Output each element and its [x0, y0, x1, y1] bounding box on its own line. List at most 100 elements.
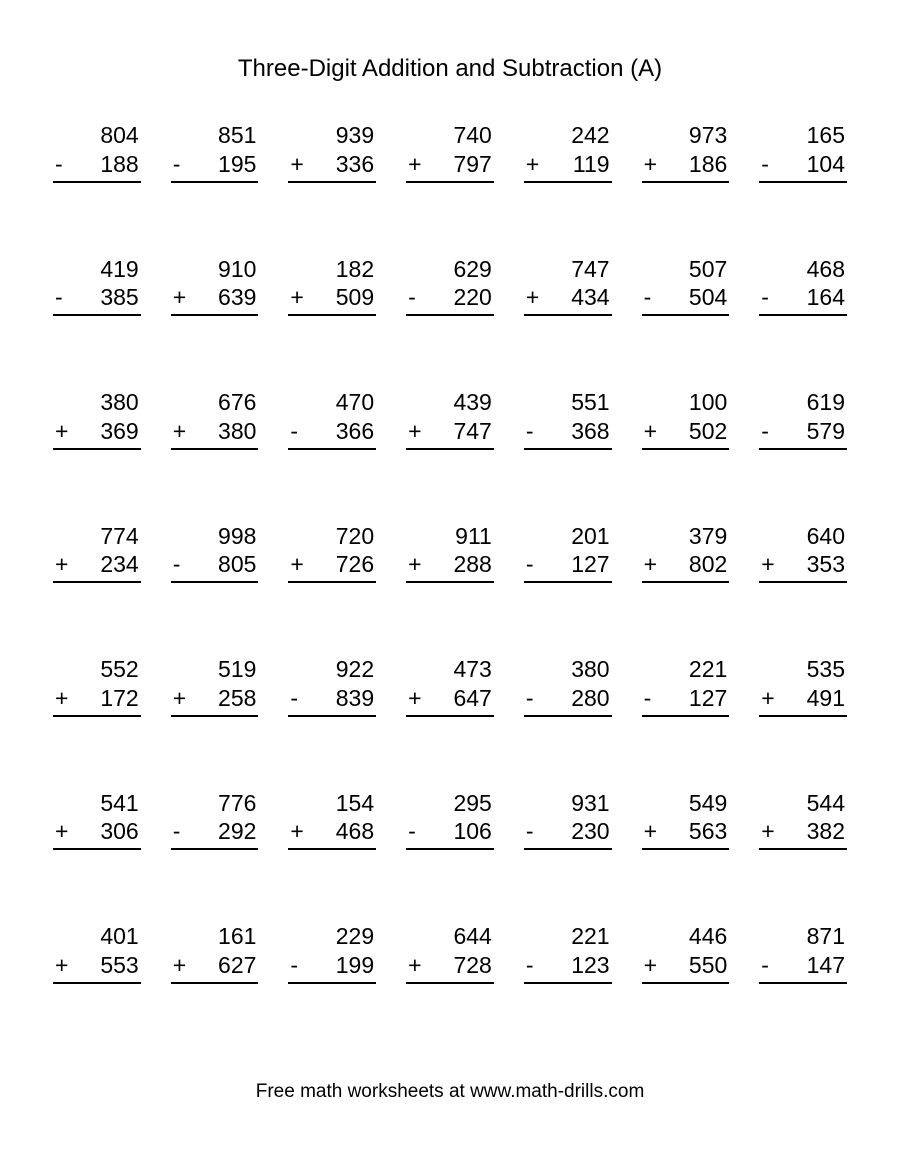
operand-b: 509 [336, 284, 374, 310]
operand-bottom: +563 [642, 817, 730, 850]
math-problem: 973+186 [642, 121, 730, 183]
operand-bottom: -123 [524, 951, 612, 984]
math-problem: 470-366 [288, 388, 376, 450]
operator: - [288, 951, 298, 980]
operator: + [171, 951, 186, 980]
operand-b: 172 [100, 685, 138, 711]
operand-bottom: +306 [53, 817, 141, 850]
operand-bottom: +639 [171, 283, 259, 316]
operand-top: 619 [759, 388, 847, 417]
operand-b: 127 [571, 551, 609, 577]
operand-top: 519 [171, 655, 259, 684]
operand-top: 544 [759, 789, 847, 818]
operand-b: 726 [336, 551, 374, 577]
operand-b: 195 [218, 151, 256, 177]
operand-top: 439 [406, 388, 494, 417]
operand-top: 165 [759, 121, 847, 150]
math-problem: 549+563 [642, 789, 730, 851]
math-problem: 911+288 [406, 522, 494, 584]
operand-b: 164 [807, 284, 845, 310]
operand-b: 292 [218, 818, 256, 844]
operand-b: 230 [571, 818, 609, 844]
operand-top: 931 [524, 789, 612, 818]
operator: - [642, 684, 652, 713]
problems-grid: 804-188851-195939+336740+797242+119973+1… [45, 121, 855, 984]
operand-bottom: +468 [288, 817, 376, 850]
operand-top: 182 [288, 255, 376, 284]
operator: + [642, 951, 657, 980]
operand-bottom: -579 [759, 417, 847, 450]
operator: - [524, 417, 534, 446]
math-problem: 221-127 [642, 655, 730, 717]
operand-b: 728 [453, 952, 491, 978]
operator: - [171, 817, 181, 846]
math-problem: 644+728 [406, 922, 494, 984]
operand-b: 563 [689, 818, 727, 844]
operator: + [524, 150, 539, 179]
operand-bottom: -195 [171, 150, 259, 183]
math-problem: 851-195 [171, 121, 259, 183]
operand-bottom: +797 [406, 150, 494, 183]
operand-bottom: +382 [759, 817, 847, 850]
operand-b: 579 [807, 418, 845, 444]
operand-b: 336 [336, 151, 374, 177]
math-problem: 165-104 [759, 121, 847, 183]
operand-b: 199 [336, 952, 374, 978]
math-problem: 446+550 [642, 922, 730, 984]
operand-top: 640 [759, 522, 847, 551]
operand-bottom: +491 [759, 684, 847, 717]
worksheet-page: Three-Digit Addition and Subtraction (A)… [0, 0, 900, 984]
operand-top: 468 [759, 255, 847, 284]
math-problem: 221-123 [524, 922, 612, 984]
operand-bottom: +258 [171, 684, 259, 717]
operand-top: 676 [171, 388, 259, 417]
operator: + [642, 817, 657, 846]
operand-top: 740 [406, 121, 494, 150]
operand-top: 161 [171, 922, 259, 951]
operator: + [53, 817, 68, 846]
operand-top: 201 [524, 522, 612, 551]
operator: - [642, 283, 652, 312]
operator: - [406, 817, 416, 846]
operand-bottom: +553 [53, 951, 141, 984]
operand-b: 639 [218, 284, 256, 310]
operator: + [406, 150, 421, 179]
page-title: Three-Digit Addition and Subtraction (A) [45, 55, 855, 83]
operand-bottom: -366 [288, 417, 376, 450]
operand-b: 627 [218, 952, 256, 978]
math-problem: 419-385 [53, 255, 141, 317]
operator: + [171, 684, 186, 713]
operand-bottom: +172 [53, 684, 141, 717]
math-problem: 229-199 [288, 922, 376, 984]
operand-top: 380 [53, 388, 141, 417]
operand-top: 910 [171, 255, 259, 284]
operand-top: 871 [759, 922, 847, 951]
operand-bottom: -368 [524, 417, 612, 450]
operator: + [759, 817, 774, 846]
math-problem: 776-292 [171, 789, 259, 851]
operator: + [759, 550, 774, 579]
operand-top: 998 [171, 522, 259, 551]
operator: - [524, 817, 534, 846]
math-problem: 619-579 [759, 388, 847, 450]
operand-b: 380 [218, 418, 256, 444]
operand-b: 234 [100, 551, 138, 577]
operator: + [406, 951, 421, 980]
operand-top: 922 [288, 655, 376, 684]
operand-top: 804 [53, 121, 141, 150]
math-problem: 871-147 [759, 922, 847, 984]
operand-b: 550 [689, 952, 727, 978]
operator: - [53, 283, 63, 312]
math-problem: 747+434 [524, 255, 612, 317]
math-problem: 551-368 [524, 388, 612, 450]
operand-b: 553 [100, 952, 138, 978]
operand-bottom: +186 [642, 150, 730, 183]
operand-top: 973 [642, 121, 730, 150]
math-problem: 774+234 [53, 522, 141, 584]
operand-bottom: +119 [524, 150, 612, 183]
operand-b: 434 [571, 284, 609, 310]
operand-b: 119 [573, 151, 610, 177]
operand-b: 647 [453, 685, 491, 711]
operand-top: 295 [406, 789, 494, 818]
operand-b: 366 [336, 418, 374, 444]
